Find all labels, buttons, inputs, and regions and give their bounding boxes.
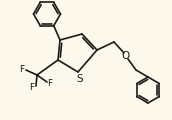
Text: S: S — [77, 74, 83, 84]
Text: F: F — [29, 84, 35, 93]
Text: F: F — [19, 66, 25, 75]
Text: F: F — [47, 79, 53, 89]
Text: O: O — [122, 51, 130, 61]
